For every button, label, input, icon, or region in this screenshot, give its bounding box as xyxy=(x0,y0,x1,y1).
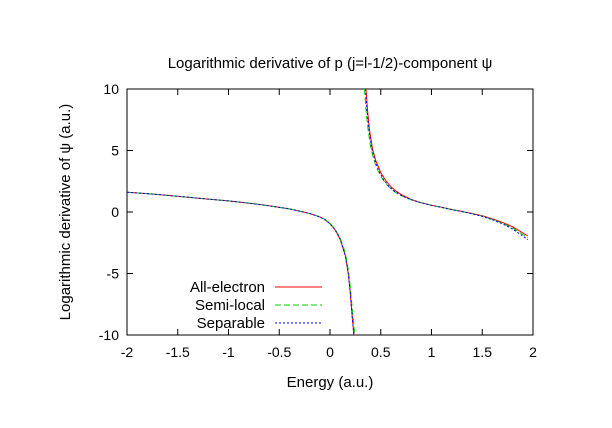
x-tick-label: 0 xyxy=(326,344,334,360)
series-line-separable-branch-1 xyxy=(126,191,355,336)
x-ticks: -2 -1.5 -1 -0.5 0 0.5 1 1.5 2 xyxy=(121,89,537,360)
series-line-all-electron-branch-2 xyxy=(365,88,529,237)
y-ticks: -10 -5 0 5 10 xyxy=(99,81,533,343)
x-tick-label: 0.5 xyxy=(371,344,391,360)
x-axis-label: Energy (a.u.) xyxy=(287,374,374,391)
x-tick-label: -1 xyxy=(222,344,235,360)
x-tick-label: 1.5 xyxy=(473,344,493,360)
x-tick-label: -2 xyxy=(121,344,134,360)
x-tick-label: -0.5 xyxy=(267,344,291,360)
series-line-separable-branch-2 xyxy=(365,88,529,241)
legend-label: All-electron xyxy=(190,279,265,296)
y-tick-label: -5 xyxy=(107,266,120,282)
series-line-semi-local-branch-2 xyxy=(364,88,529,239)
plot-lines xyxy=(126,88,529,336)
y-tick-label: -10 xyxy=(99,327,119,343)
chart-title: Logarithmic derivative of p (j=l-1/2)-co… xyxy=(168,55,493,72)
y-tick-label: 5 xyxy=(111,143,119,159)
legend-label: Separable xyxy=(197,315,265,332)
plot-frame xyxy=(126,88,534,336)
y-axis-label: Logarithmic derivative of ψ (a.u.) xyxy=(57,104,74,321)
x-tick-label: 1 xyxy=(428,344,436,360)
legend-label: Semi-local xyxy=(195,297,265,314)
y-tick-label: 10 xyxy=(103,81,119,97)
y-tick-label: 0 xyxy=(111,204,119,220)
x-tick-label: 2 xyxy=(529,344,537,360)
x-tick-label: -1.5 xyxy=(166,344,190,360)
